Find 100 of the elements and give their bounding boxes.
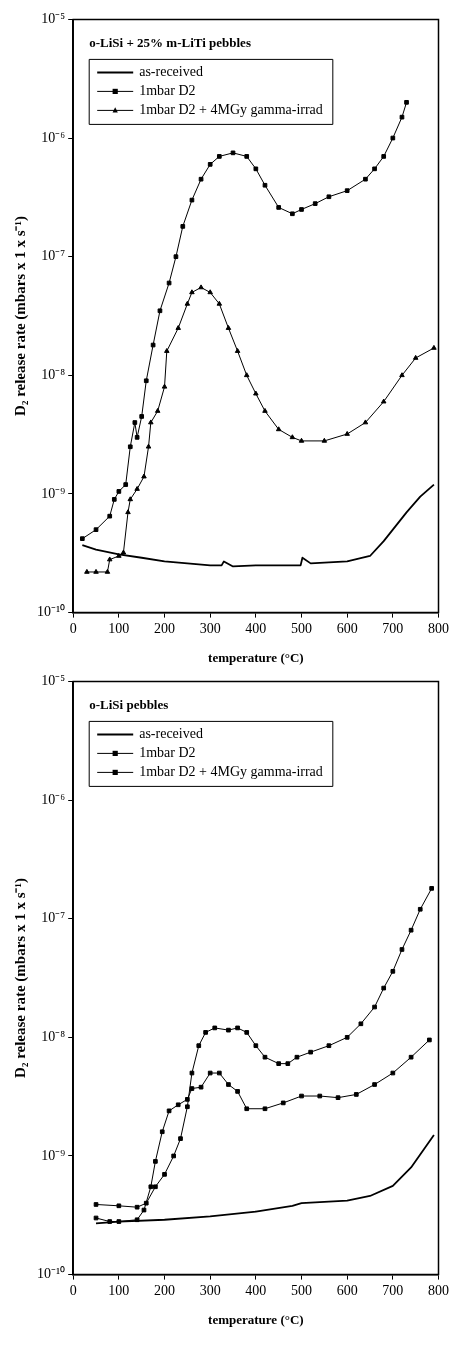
point (123, 482, 129, 487)
point (280, 1100, 286, 1106)
point (207, 1070, 213, 1076)
x-tick-label: 700 (382, 1282, 404, 1298)
x-axis-title: temperature (°C) (208, 649, 304, 665)
point (353, 1092, 359, 1097)
point (153, 1159, 158, 1164)
point (175, 325, 181, 330)
x-tick-label: 200 (154, 1282, 176, 1298)
legend-label: 1mbar D2 + 4MGy gamma-irrad (139, 102, 323, 118)
point (285, 1061, 291, 1066)
legend-label: 1mbar D2 + 4MGy gamma-irrad (139, 764, 323, 780)
x-tick-label: 100 (108, 1282, 130, 1298)
y-tick-label: 10⁻¹⁰ (36, 604, 66, 620)
x-tick-label: 500 (291, 1282, 313, 1298)
point (326, 1043, 332, 1049)
y-tick-label: 10⁻¹⁰ (36, 1266, 66, 1282)
x-tick-label: 700 (382, 620, 404, 636)
point (173, 254, 179, 260)
point (253, 166, 259, 172)
point (148, 419, 154, 425)
point (178, 1136, 183, 1141)
text: o-LiSi pebbles (89, 696, 169, 712)
point (159, 1129, 165, 1135)
point (134, 1204, 140, 1210)
point (262, 1106, 268, 1112)
legend-label: 1mbar D2 (139, 745, 196, 761)
point (317, 1093, 323, 1099)
point (362, 419, 369, 425)
point (143, 378, 149, 384)
point (235, 1089, 240, 1094)
point (344, 1034, 350, 1040)
point (184, 300, 191, 306)
point (399, 947, 405, 952)
point (253, 390, 259, 396)
point (198, 1084, 204, 1090)
text: o-LiSi + 25% m-LiTi pebbles (89, 34, 251, 50)
point (381, 985, 387, 991)
point (84, 568, 90, 574)
point (372, 1082, 377, 1087)
point (196, 1043, 202, 1049)
point (198, 176, 204, 182)
point (335, 1095, 341, 1100)
x-tick-label: 100 (108, 620, 130, 636)
point (243, 372, 250, 378)
point (216, 1070, 222, 1076)
point (185, 1104, 190, 1110)
point (171, 1153, 176, 1159)
point (207, 162, 213, 167)
point (93, 1202, 99, 1207)
point (298, 437, 305, 443)
y-tick-label: 10⁻⁷ (41, 910, 66, 926)
point (189, 289, 195, 295)
legend-label: as-received (139, 726, 203, 742)
point (427, 1037, 432, 1043)
point (408, 1054, 414, 1060)
point (344, 430, 350, 436)
point (290, 211, 295, 217)
point (141, 1207, 147, 1213)
point (289, 434, 296, 440)
point (381, 154, 387, 159)
point (358, 1021, 364, 1027)
x-tick-label: 800 (428, 620, 449, 636)
point (93, 527, 99, 533)
point (107, 513, 113, 519)
point (275, 426, 282, 432)
point (321, 437, 328, 443)
point (148, 1184, 154, 1190)
y-tick-label: 10⁻⁸ (41, 1028, 66, 1044)
point (106, 556, 113, 562)
x-tick-label: 600 (336, 1282, 358, 1298)
legend-label: 1mbar D2 (139, 83, 196, 99)
point (127, 496, 134, 502)
point (380, 398, 387, 404)
point (216, 300, 223, 306)
point (134, 435, 140, 440)
point (116, 552, 122, 558)
point (127, 444, 133, 450)
point (116, 489, 122, 494)
point (166, 1108, 172, 1114)
point (93, 568, 99, 574)
point (244, 154, 250, 159)
point (404, 99, 409, 105)
x-tick-label: 400 (245, 620, 267, 636)
x-tick-label: 300 (199, 1282, 221, 1298)
point (429, 886, 434, 891)
y-tick-label: 10⁻⁹ (41, 485, 66, 501)
point (276, 205, 282, 210)
y-tick-label: 10⁻⁵ (41, 11, 66, 27)
point (132, 420, 138, 425)
x-tick-label: 600 (336, 620, 358, 636)
point (166, 280, 172, 286)
point (276, 1061, 282, 1066)
point (79, 536, 85, 541)
point (150, 342, 156, 348)
point (93, 1215, 99, 1221)
point (244, 1106, 250, 1112)
point (212, 1025, 218, 1031)
y-tick-label: 10⁻⁷ (41, 248, 66, 264)
point (189, 1070, 195, 1076)
